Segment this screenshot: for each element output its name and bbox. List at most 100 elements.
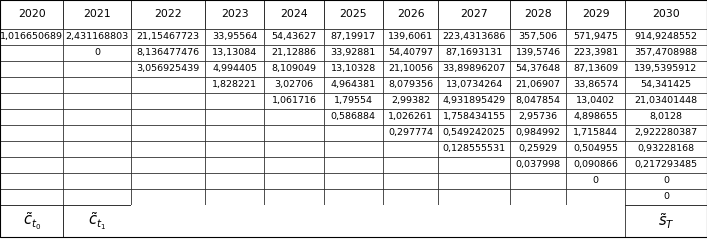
Bar xyxy=(625,205,707,237)
Bar xyxy=(566,109,625,125)
Bar xyxy=(0,61,64,77)
Text: 33,95564: 33,95564 xyxy=(212,32,257,41)
Text: 1,016650689: 1,016650689 xyxy=(0,32,63,41)
Bar xyxy=(205,61,264,77)
Bar xyxy=(0,141,64,157)
Bar xyxy=(131,77,205,93)
Bar xyxy=(264,173,324,189)
Bar xyxy=(382,189,438,205)
Bar xyxy=(205,189,264,205)
Bar xyxy=(510,93,566,109)
Bar xyxy=(131,141,205,157)
Bar xyxy=(510,109,566,125)
Bar xyxy=(0,0,64,29)
Bar xyxy=(566,77,625,93)
Bar xyxy=(324,93,382,109)
Bar xyxy=(205,125,264,141)
Bar xyxy=(324,189,382,205)
Bar xyxy=(324,157,382,173)
Text: 54,37648: 54,37648 xyxy=(515,64,561,73)
Text: 54,43627: 54,43627 xyxy=(271,32,317,41)
Text: 0,25929: 0,25929 xyxy=(518,144,558,153)
Text: 223,3981: 223,3981 xyxy=(573,48,618,57)
Bar xyxy=(510,0,566,29)
Text: 0,090866: 0,090866 xyxy=(573,160,618,169)
Text: 2024: 2024 xyxy=(280,9,308,20)
Text: 2022: 2022 xyxy=(154,9,182,20)
Bar xyxy=(264,0,324,29)
Bar xyxy=(205,205,264,237)
Bar xyxy=(625,0,707,29)
Bar xyxy=(566,61,625,77)
Bar xyxy=(625,109,707,125)
Bar xyxy=(64,45,131,61)
Bar xyxy=(0,189,64,205)
Bar xyxy=(64,109,131,125)
Bar xyxy=(324,29,382,45)
Text: 2026: 2026 xyxy=(397,9,424,20)
Bar xyxy=(64,93,131,109)
Bar xyxy=(510,29,566,45)
Bar xyxy=(131,189,205,205)
Bar xyxy=(264,205,324,237)
Bar xyxy=(131,205,205,237)
Text: 54,341425: 54,341425 xyxy=(641,80,691,89)
Bar xyxy=(382,141,438,157)
Bar xyxy=(205,157,264,173)
Bar xyxy=(438,125,510,141)
Bar xyxy=(324,45,382,61)
Text: 4,898655: 4,898655 xyxy=(573,112,618,121)
Bar xyxy=(64,205,131,237)
Bar xyxy=(566,125,625,141)
Text: 8,136477476: 8,136477476 xyxy=(136,48,199,57)
Bar xyxy=(625,45,707,61)
Bar xyxy=(131,157,205,173)
Bar xyxy=(0,29,64,45)
Bar xyxy=(64,173,131,189)
Bar xyxy=(625,61,707,77)
Bar xyxy=(205,109,264,125)
Bar xyxy=(566,141,625,157)
Bar xyxy=(324,109,382,125)
Bar xyxy=(0,93,64,109)
Bar xyxy=(131,61,205,77)
Bar xyxy=(510,77,566,93)
Text: 33,89896207: 33,89896207 xyxy=(443,64,506,73)
Bar xyxy=(324,173,382,189)
Bar xyxy=(510,189,566,205)
Text: 1,061716: 1,061716 xyxy=(271,96,317,105)
Bar xyxy=(382,205,438,237)
Text: 1,79554: 1,79554 xyxy=(334,96,373,105)
Text: 914,9248552: 914,9248552 xyxy=(635,32,698,41)
Bar xyxy=(264,141,324,157)
Bar xyxy=(131,173,205,189)
Text: 1,758434155: 1,758434155 xyxy=(443,112,506,121)
Text: 0,549242025: 0,549242025 xyxy=(443,128,506,137)
Bar xyxy=(264,109,324,125)
Text: 2027: 2027 xyxy=(460,9,488,20)
Text: 87,1693131: 87,1693131 xyxy=(445,48,503,57)
Bar xyxy=(438,109,510,125)
Text: $\tilde{c}_{t_1}$: $\tilde{c}_{t_1}$ xyxy=(88,210,106,232)
Text: 8,079356: 8,079356 xyxy=(388,80,433,89)
Bar xyxy=(382,29,438,45)
Bar xyxy=(131,29,205,45)
Bar xyxy=(438,173,510,189)
Text: 0,217293485: 0,217293485 xyxy=(634,160,698,169)
Bar xyxy=(0,109,64,125)
Bar xyxy=(205,141,264,157)
Bar xyxy=(625,173,707,189)
Bar xyxy=(264,77,324,93)
Text: 139,6061: 139,6061 xyxy=(388,32,433,41)
Bar xyxy=(382,173,438,189)
Text: 2030: 2030 xyxy=(652,9,680,20)
Text: 2029: 2029 xyxy=(582,9,609,20)
Bar xyxy=(625,141,707,157)
Text: 2,95736: 2,95736 xyxy=(518,112,558,121)
Text: 1,828221: 1,828221 xyxy=(212,80,257,89)
Bar xyxy=(438,141,510,157)
Bar xyxy=(131,93,205,109)
Bar xyxy=(324,77,382,93)
Bar xyxy=(566,189,625,205)
Bar xyxy=(0,157,64,173)
